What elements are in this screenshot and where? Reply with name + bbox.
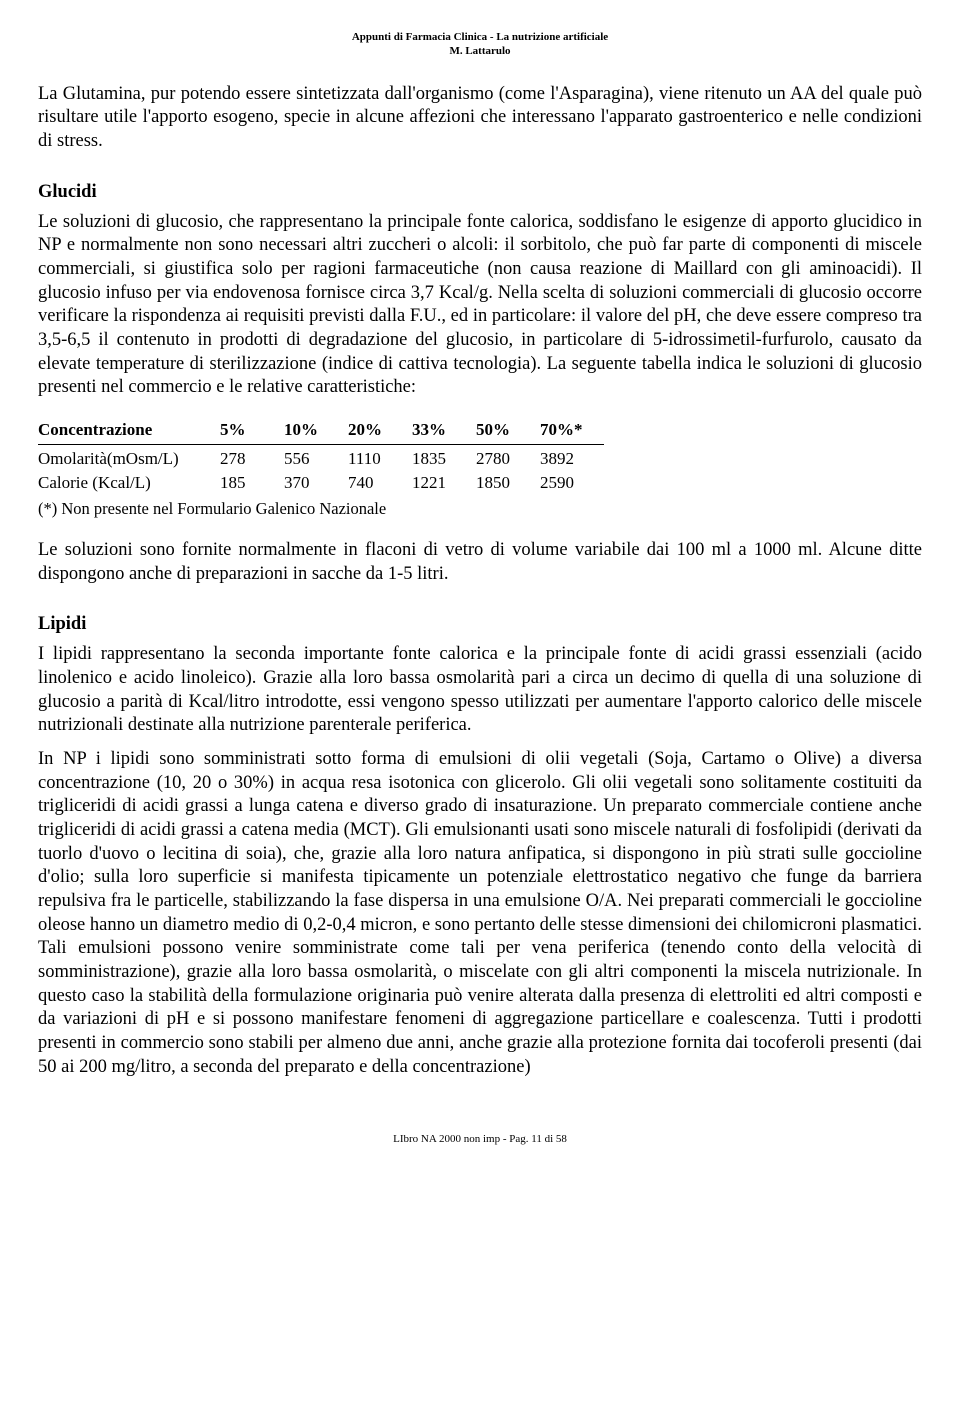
page: Appunti di Farmacia Clinica - La nutrizi… xyxy=(0,0,960,1185)
after-table-paragraph: Le soluzioni sono fornite normalmente in… xyxy=(38,539,922,586)
table-col-4: 50% xyxy=(476,418,540,445)
table-col-0: 5% xyxy=(220,418,284,445)
glucose-table: Concentrazione 5% 10% 20% 33% 50% 70%* O… xyxy=(38,418,922,495)
row-label: Calorie (Kcal/L) xyxy=(38,471,220,495)
page-footer: LIbro NA 2000 non imp - Pag. 11 di 58 xyxy=(38,1133,922,1145)
table-col-2: 20% xyxy=(348,418,412,445)
lipidi-paragraph-1: I lipidi rappresentano la seconda import… xyxy=(38,643,922,738)
intro-paragraph: La Glutamina, pur potendo essere sinteti… xyxy=(38,83,922,154)
table-row: Omolarità(mOsm/L) 278 556 1110 1835 2780… xyxy=(38,444,604,471)
glucidi-body: Le soluzioni di glucosio, che rappresent… xyxy=(38,211,922,400)
row-val: 1221 xyxy=(412,471,476,495)
row-val: 2780 xyxy=(476,444,540,471)
row-label: Omolarità(mOsm/L) xyxy=(38,444,220,471)
table-col-5: 70%* xyxy=(540,418,604,445)
row-val: 370 xyxy=(284,471,348,495)
row-val: 3892 xyxy=(540,444,604,471)
row-val: 185 xyxy=(220,471,284,495)
row-val: 1850 xyxy=(476,471,540,495)
lipidi-paragraph-2: In NP i lipidi sono somministrati sotto … xyxy=(38,748,922,1079)
page-header: Appunti di Farmacia Clinica - La nutrizi… xyxy=(38,30,922,59)
row-val: 2590 xyxy=(540,471,604,495)
section-heading-lipidi: Lipidi xyxy=(38,614,922,635)
table-header-row: Concentrazione 5% 10% 20% 33% 50% 70%* xyxy=(38,418,604,445)
header-line-2: M. Lattarulo xyxy=(38,44,922,58)
section-heading-glucidi: Glucidi xyxy=(38,182,922,203)
table-footnote: (*) Non presente nel Formulario Galenico… xyxy=(38,499,922,519)
row-val: 740 xyxy=(348,471,412,495)
row-val: 1835 xyxy=(412,444,476,471)
table-header-label: Concentrazione xyxy=(38,418,220,445)
table-col-1: 10% xyxy=(284,418,348,445)
row-val: 556 xyxy=(284,444,348,471)
row-val: 278 xyxy=(220,444,284,471)
header-line-1: Appunti di Farmacia Clinica - La nutrizi… xyxy=(38,30,922,44)
row-val: 1110 xyxy=(348,444,412,471)
table-row: Calorie (Kcal/L) 185 370 740 1221 1850 2… xyxy=(38,471,604,495)
table-col-3: 33% xyxy=(412,418,476,445)
